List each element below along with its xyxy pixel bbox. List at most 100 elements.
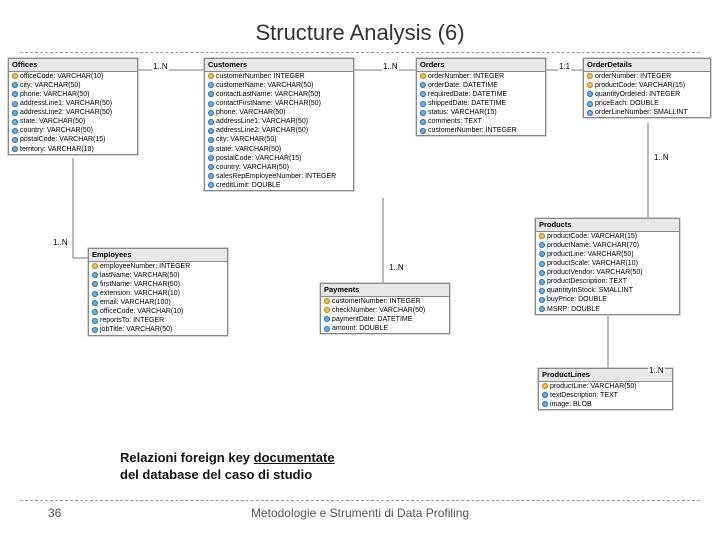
key-icon — [587, 82, 593, 88]
column-icon — [539, 279, 545, 285]
column-icon — [12, 101, 18, 107]
column-label: textDescription: TEXT — [550, 391, 618, 400]
column-row: jobTitle: VARCHAR(50) — [89, 325, 227, 334]
column-icon — [539, 242, 545, 248]
column-row: productLine: VARCHAR(50) — [539, 382, 672, 391]
column-row: country: VARCHAR(50) — [205, 163, 353, 172]
caption: Relazioni foreign key documentate del da… — [120, 450, 335, 484]
entity-orderdetails: OrderDetailsorderNumber: INTEGERproductC… — [583, 58, 711, 118]
column-icon — [208, 119, 214, 125]
key-icon — [539, 233, 545, 239]
column-label: status: VARCHAR(15) — [428, 108, 497, 117]
column-icon — [539, 306, 545, 312]
column-label: phone: VARCHAR(50) — [216, 108, 286, 117]
column-row: customerNumber: INTEGER — [417, 126, 545, 135]
column-label: checkNumber: VARCHAR(50) — [332, 306, 425, 315]
column-icon — [539, 270, 545, 276]
column-label: addressLine2: VARCHAR(50) — [216, 126, 308, 135]
column-label: city: VARCHAR(50) — [216, 135, 277, 144]
column-row: firstName: VARCHAR(50) — [89, 280, 227, 289]
column-row: customerNumber: INTEGER — [321, 297, 449, 306]
key-icon — [420, 73, 426, 79]
column-icon — [539, 297, 545, 303]
column-label: extension: VARCHAR(10) — [100, 289, 180, 298]
column-row: addressLine2: VARCHAR(50) — [205, 126, 353, 135]
cardinality-label: 1..N — [152, 62, 169, 71]
column-label: productName: VARCHAR(70) — [547, 241, 639, 250]
column-label: firstName: VARCHAR(50) — [100, 280, 180, 289]
column-row: addressLine2: VARCHAR(50) — [9, 108, 137, 117]
column-row: state: VARCHAR(50) — [205, 145, 353, 154]
entity-orders: OrdersorderNumber: INTEGERorderDate: DAT… — [416, 58, 546, 136]
er-diagram: OfficesofficeCode: VARCHAR(10)city: VARC… — [8, 58, 712, 440]
column-label: productLine: VARCHAR(50) — [550, 382, 637, 391]
column-icon — [92, 327, 98, 333]
column-label: email: VARCHAR(100) — [100, 298, 171, 307]
column-row: city: VARCHAR(50) — [9, 81, 137, 90]
column-icon — [208, 91, 214, 97]
column-label: employeeNumber: INTEGER — [100, 262, 190, 271]
caption-line2: del database del caso di studio — [120, 467, 312, 482]
column-row: orderNumber: INTEGER — [584, 72, 710, 81]
column-row: orderLineNumber: SMALLINT — [584, 108, 710, 117]
column-row: reportsTo: INTEGER — [89, 316, 227, 325]
column-icon — [12, 82, 18, 88]
column-icon — [208, 173, 214, 179]
column-row: postalCode: VARCHAR(15) — [205, 154, 353, 163]
column-icon — [12, 91, 18, 97]
column-icon — [12, 146, 18, 152]
column-icon — [539, 261, 545, 267]
column-row: state: VARCHAR(50) — [9, 117, 137, 126]
column-label: customerNumber: INTEGER — [428, 126, 517, 135]
column-row: postalCode: VARCHAR(15) — [9, 135, 137, 144]
column-label: creditLimit: DOUBLE — [216, 181, 281, 190]
column-row: contactLastName: VARCHAR(50) — [205, 90, 353, 99]
entity-offices: OfficesofficeCode: VARCHAR(10)city: VARC… — [8, 58, 138, 155]
column-label: state: VARCHAR(50) — [20, 117, 85, 126]
column-icon — [587, 101, 593, 107]
column-label: contactFirstName: VARCHAR(50) — [216, 99, 321, 108]
column-row: creditLimit: DOUBLE — [205, 181, 353, 190]
column-label: customerNumber: INTEGER — [216, 72, 305, 81]
column-row: city: VARCHAR(50) — [205, 135, 353, 144]
column-label: priceEach: DOUBLE — [595, 99, 659, 108]
cardinality-label: 1..N — [52, 238, 69, 247]
column-row: productVendor: VARCHAR(50) — [536, 268, 679, 277]
slide-title: Structure Analysis (6) — [0, 20, 720, 46]
column-row: paymentDate: DATETIME — [321, 315, 449, 324]
entity-payments: PaymentscustomerNumber: INTEGERcheckNumb… — [320, 283, 450, 334]
column-icon — [208, 82, 214, 88]
column-row: productCode: VARCHAR(15) — [536, 232, 679, 241]
column-label: postalCode: VARCHAR(15) — [20, 135, 105, 144]
column-icon — [12, 119, 18, 125]
column-label: postalCode: VARCHAR(15) — [216, 154, 301, 163]
column-label: productScale: VARCHAR(10) — [547, 259, 638, 268]
column-label: orderLineNumber: SMALLINT — [595, 108, 688, 117]
column-label: comments: TEXT — [428, 117, 482, 126]
column-icon — [420, 119, 426, 125]
column-icon — [539, 251, 545, 257]
column-label: addressLine2: VARCHAR(50) — [20, 108, 112, 117]
column-label: addressLine1: VARCHAR(50) — [216, 117, 308, 126]
column-row: quantityInStock: SMALLINT — [536, 286, 679, 295]
key-icon — [542, 383, 548, 389]
column-label: territory: VARCHAR(10) — [20, 145, 94, 154]
column-icon — [420, 91, 426, 97]
column-label: addressLine1: VARCHAR(50) — [20, 99, 112, 108]
column-row: contactFirstName: VARCHAR(50) — [205, 99, 353, 108]
key-icon — [208, 73, 214, 79]
column-row: productScale: VARCHAR(10) — [536, 259, 679, 268]
column-row: status: VARCHAR(15) — [417, 108, 545, 117]
column-label: productCode: VARCHAR(15) — [547, 232, 637, 241]
column-label: customerName: VARCHAR(50) — [216, 81, 314, 90]
column-row: addressLine1: VARCHAR(50) — [205, 117, 353, 126]
column-icon — [420, 82, 426, 88]
column-row: extension: VARCHAR(10) — [89, 289, 227, 298]
cardinality-label: 1..N — [382, 62, 399, 71]
entity-header: OrderDetails — [584, 59, 710, 72]
entity-header: Products — [536, 219, 679, 232]
column-icon — [92, 300, 98, 306]
column-row: phone: VARCHAR(50) — [205, 108, 353, 117]
column-row: image: BLOB — [539, 400, 672, 409]
column-label: orderNumber: INTEGER — [595, 72, 671, 81]
